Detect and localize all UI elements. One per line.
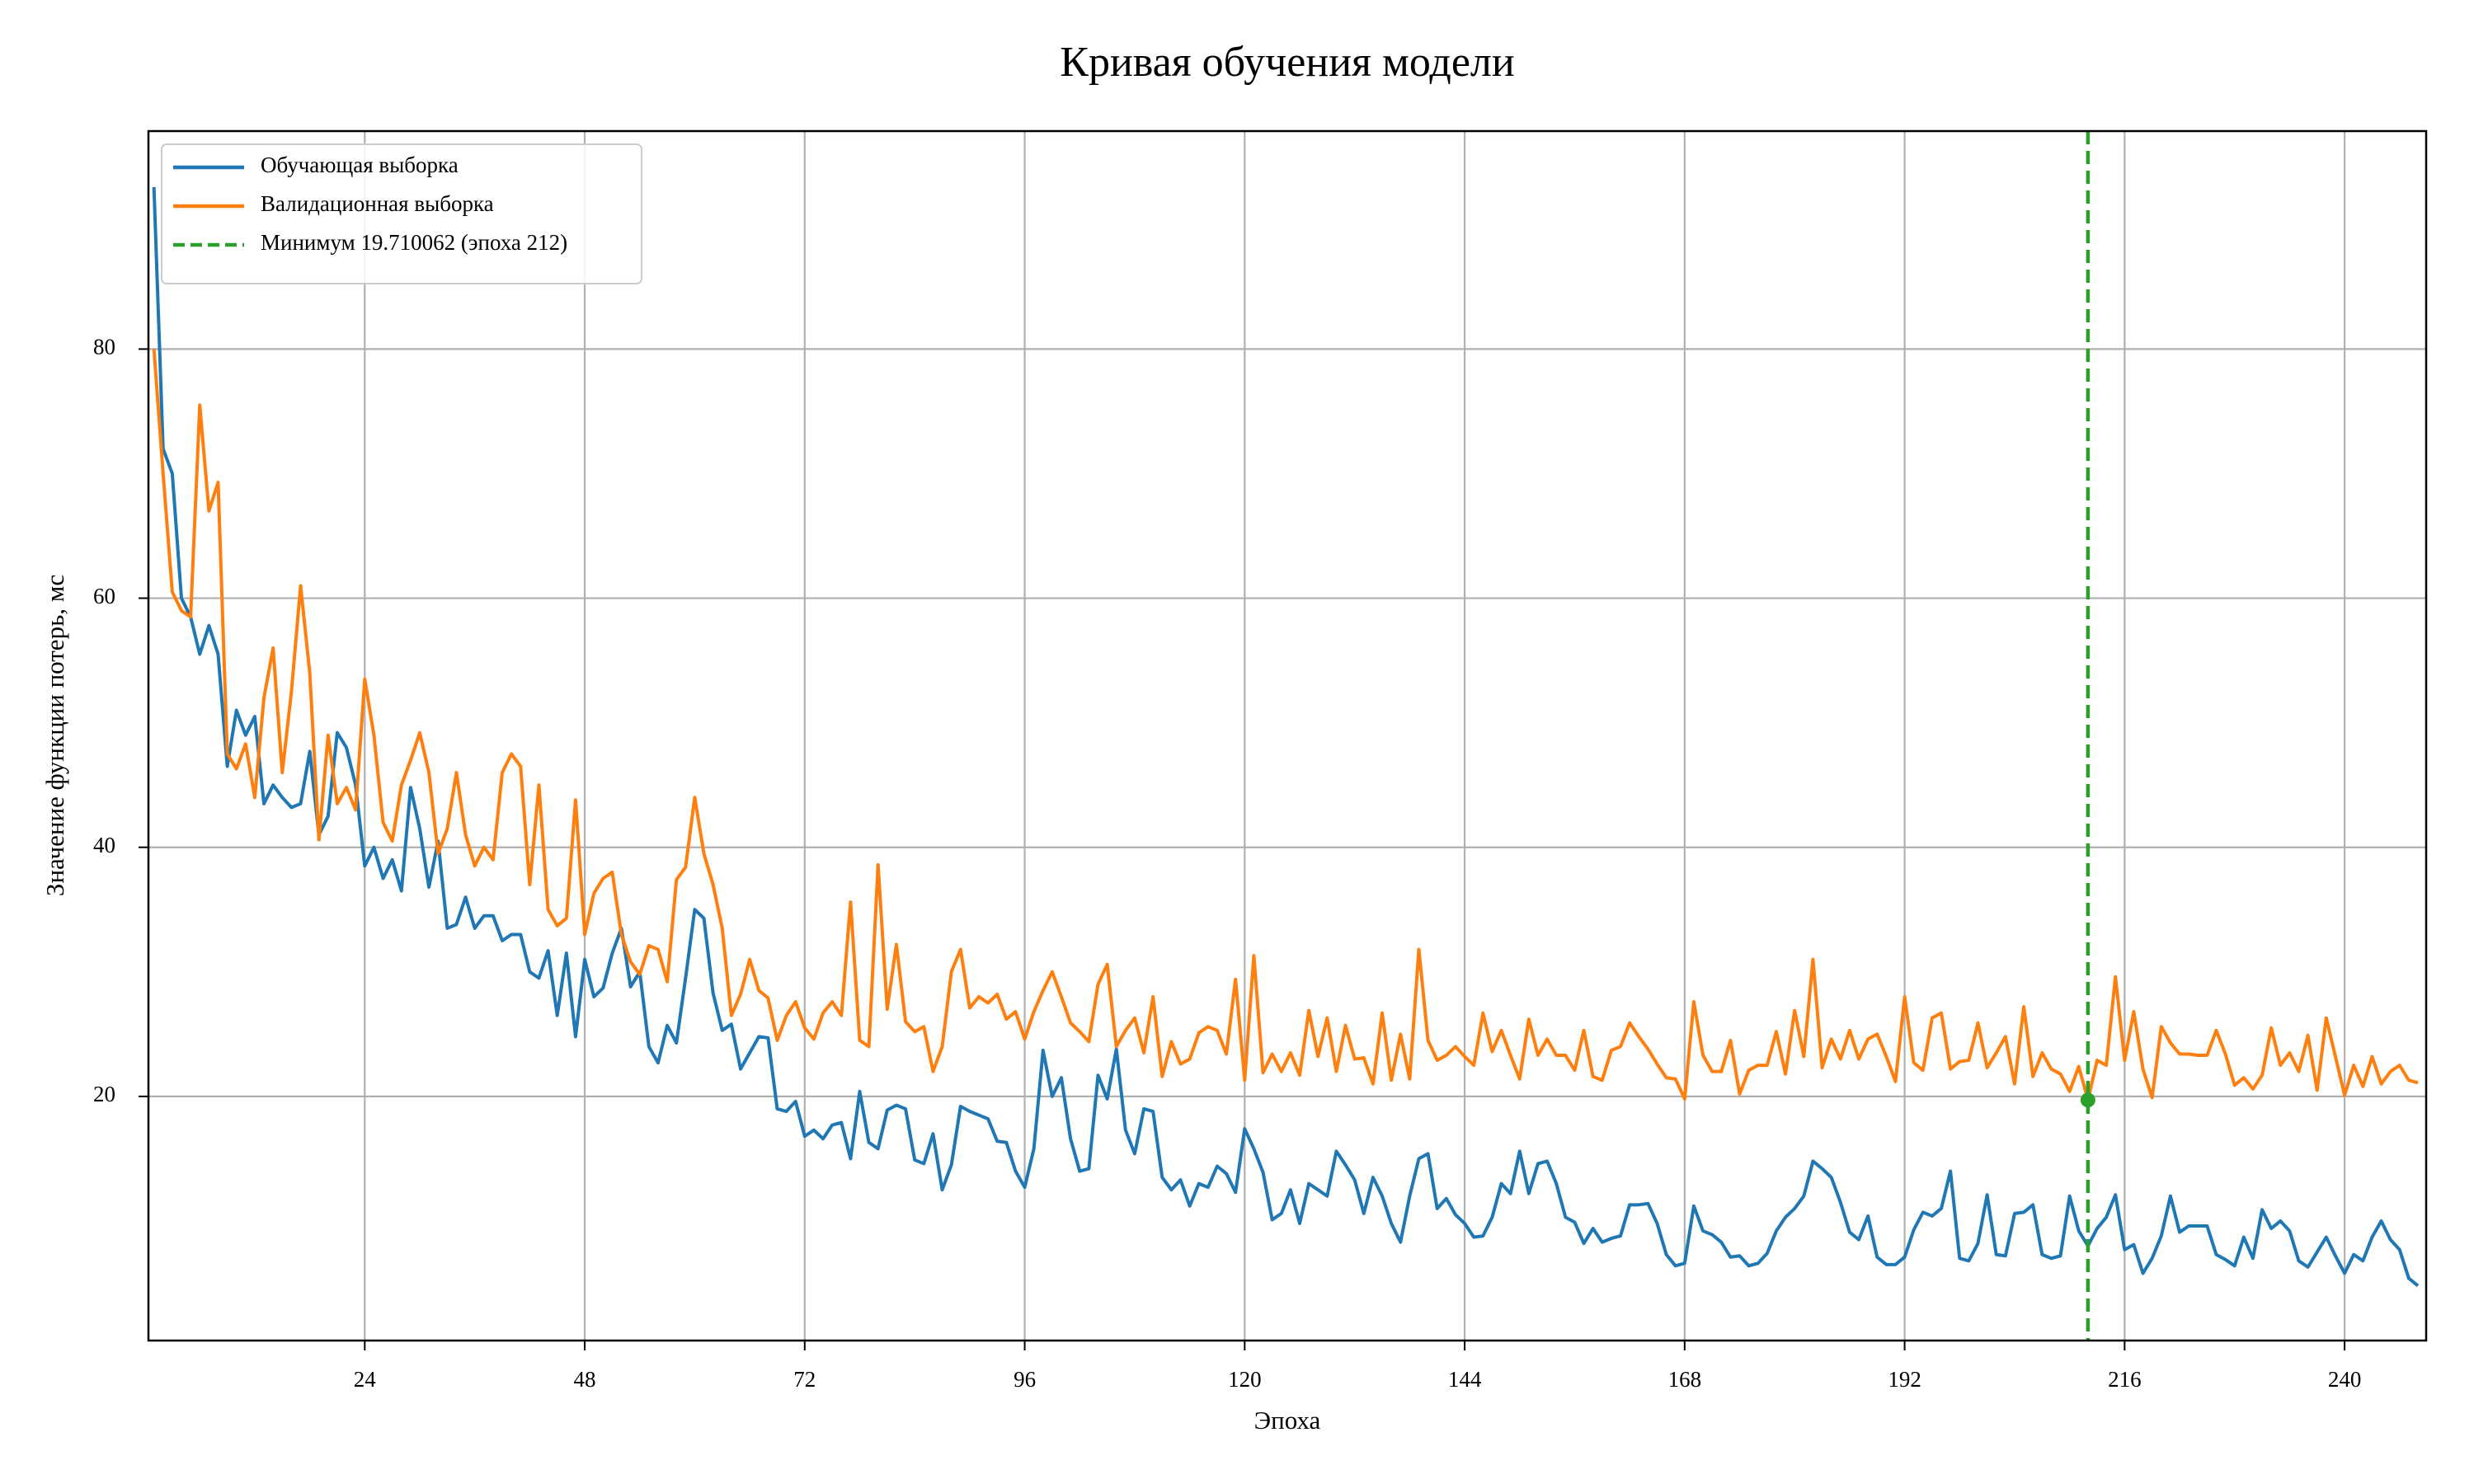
x-tick-label: 240 [2328,1367,2362,1392]
plot-area [152,131,2420,1341]
series-line [152,186,2420,1288]
y-axis-label: Значение функции потерь, мс [40,575,69,896]
legend-label: Валидационная выборка [261,191,494,216]
x-tick-label: 216 [2108,1367,2142,1392]
x-tick-label: 48 [574,1367,596,1392]
x-tick-label: 168 [1668,1367,1702,1392]
x-axis-label: Эпоха [1254,1406,1321,1435]
legend-box [161,143,642,284]
x-tick-label: 192 [1888,1367,1921,1392]
series-line [152,349,2419,1102]
x-tick-label: 96 [1014,1367,1036,1392]
y-tick-label: 80 [93,335,115,359]
x-tick-label: 24 [354,1367,377,1392]
x-tick-label: 72 [793,1367,816,1392]
legend-label: Обучающая выборка [261,153,459,177]
x-tick-label: 120 [1228,1367,1262,1392]
legend: Обучающая выборка Валидационная выборка Ми… [161,143,642,284]
plot-frame [147,129,2428,1342]
y-tick-label: 20 [93,1082,115,1106]
legend-label: Минимум 19.710062 (эпоха 212) [261,230,567,255]
chart-title: Кривая обучения модели [1060,39,1514,86]
grid: 24 48 72 96 120 144 168 192 216 240 20 40 60 80 [93,131,2426,1392]
y-tick-label: 60 [93,584,115,608]
x-tick-label: 144 [1448,1367,1482,1392]
y-tick-label: 40 [93,833,115,857]
min-point [2080,1092,2095,1108]
